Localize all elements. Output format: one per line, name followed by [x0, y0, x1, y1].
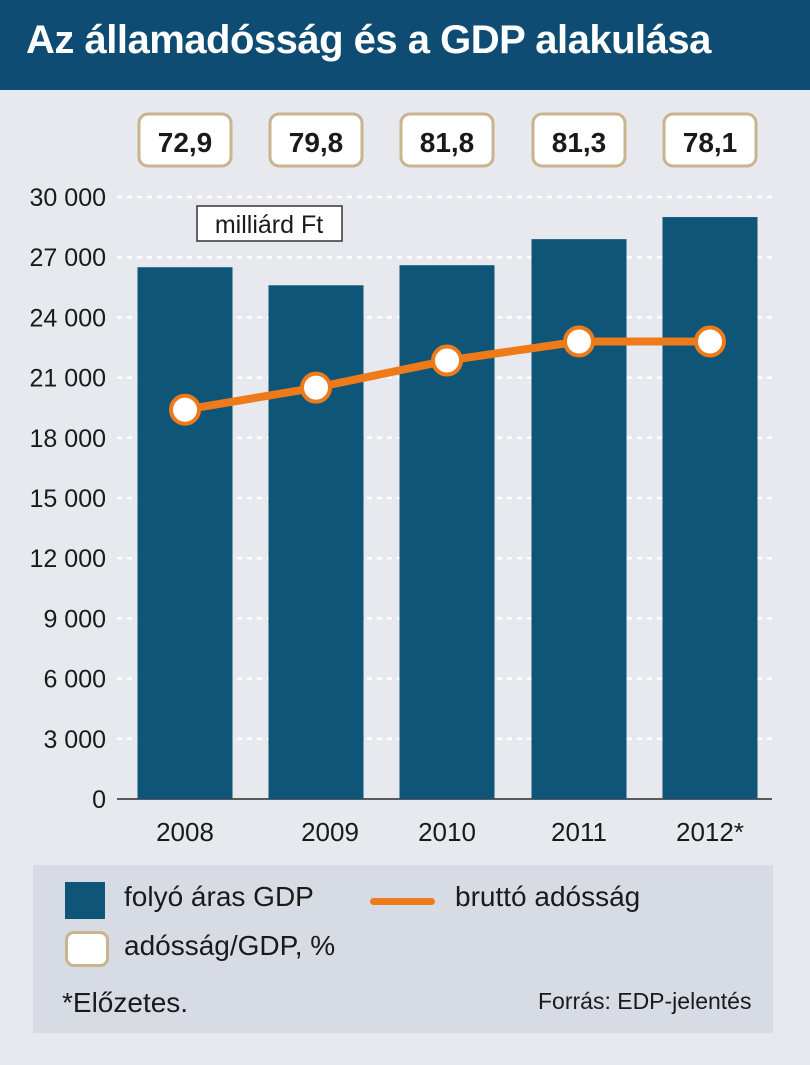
y-tick-label: 27 000	[30, 244, 106, 272]
y-tick-label: 3 000	[43, 726, 106, 754]
y-tick-label: 15 000	[30, 485, 106, 513]
ratio-box-2011	[531, 112, 627, 168]
bar-gdp-2008	[137, 267, 233, 799]
bar-gdp-2009	[268, 285, 364, 799]
debt-point-2009	[300, 371, 332, 404]
ratio-boxes: 72,9 79,8 81,8 81,3 78,1	[137, 112, 758, 168]
chart: 72,9 79,8 81,8 81,3 78,1 0 3 000 6 000 9 000 12 …	[30, 112, 772, 847]
x-tick-label: 2009	[301, 817, 359, 847]
y-tick-label: 12 000	[30, 545, 106, 573]
ratio-box-2009	[268, 112, 364, 168]
ratio-value: 81,8	[420, 127, 475, 158]
y-axis-ticks: 0 3 000 6 000 9 000 12 000 15 000 18 000 21 000…	[30, 184, 106, 814]
debt-point-2008	[169, 393, 201, 426]
debt-point-2010	[431, 344, 463, 377]
debt-point-2011	[563, 325, 595, 358]
debt-point-2012*	[694, 325, 726, 358]
bar-gdp-2011	[531, 239, 627, 799]
ratio-box-2008	[137, 112, 233, 168]
legend-ratio-label: adósság/GDP, %	[124, 930, 336, 961]
x-tick-label: 2010	[418, 817, 476, 847]
x-tick-label: 2008	[156, 817, 214, 847]
ratio-value: 72,9	[158, 127, 213, 158]
gdp-bars	[137, 217, 758, 800]
y-tick-label: 30 000	[30, 184, 106, 212]
x-tick-label: 2012*	[676, 817, 744, 847]
legend-debt-swatch	[370, 898, 435, 905]
x-axis-ticks: 2008 2009 2010 2011 2012*	[156, 817, 744, 847]
legend-gdp-label: folyó áras GDP	[124, 881, 314, 912]
y-tick-label: 24 000	[30, 304, 106, 332]
x-tick-label: 2011	[551, 817, 607, 847]
ratio-value: 79,8	[289, 127, 344, 158]
legend-debt-label: bruttó adósság	[455, 881, 641, 912]
ratio-value: 81,3	[552, 127, 607, 158]
legend-gdp-swatch	[65, 882, 105, 919]
y-tick-label: 0	[92, 786, 106, 814]
ratio-box-2012*	[662, 112, 758, 168]
debt-line	[169, 325, 726, 426]
unit-label: milliárd Ft	[215, 211, 323, 239]
page-title: Az államadósság és a GDP alakulása	[26, 18, 711, 62]
legend-panel	[33, 865, 773, 1033]
source-note: Forrás: EDP-jelentés	[538, 988, 752, 1014]
unit-label-box	[196, 205, 343, 242]
y-tick-label: 9 000	[43, 605, 106, 633]
y-tick-label: 18 000	[30, 425, 106, 453]
ratio-box-2010	[399, 112, 495, 168]
y-tick-label: 6 000	[43, 666, 106, 694]
title-bar: Az államadósság és a GDP alakulása	[0, 0, 810, 90]
footnote: *Előzetes.	[62, 987, 189, 1018]
y-tick-label: 21 000	[30, 365, 106, 393]
legend-ratio-swatch	[65, 931, 109, 967]
ratio-value: 78,1	[683, 127, 738, 158]
bar-gdp-2012*	[662, 217, 758, 800]
